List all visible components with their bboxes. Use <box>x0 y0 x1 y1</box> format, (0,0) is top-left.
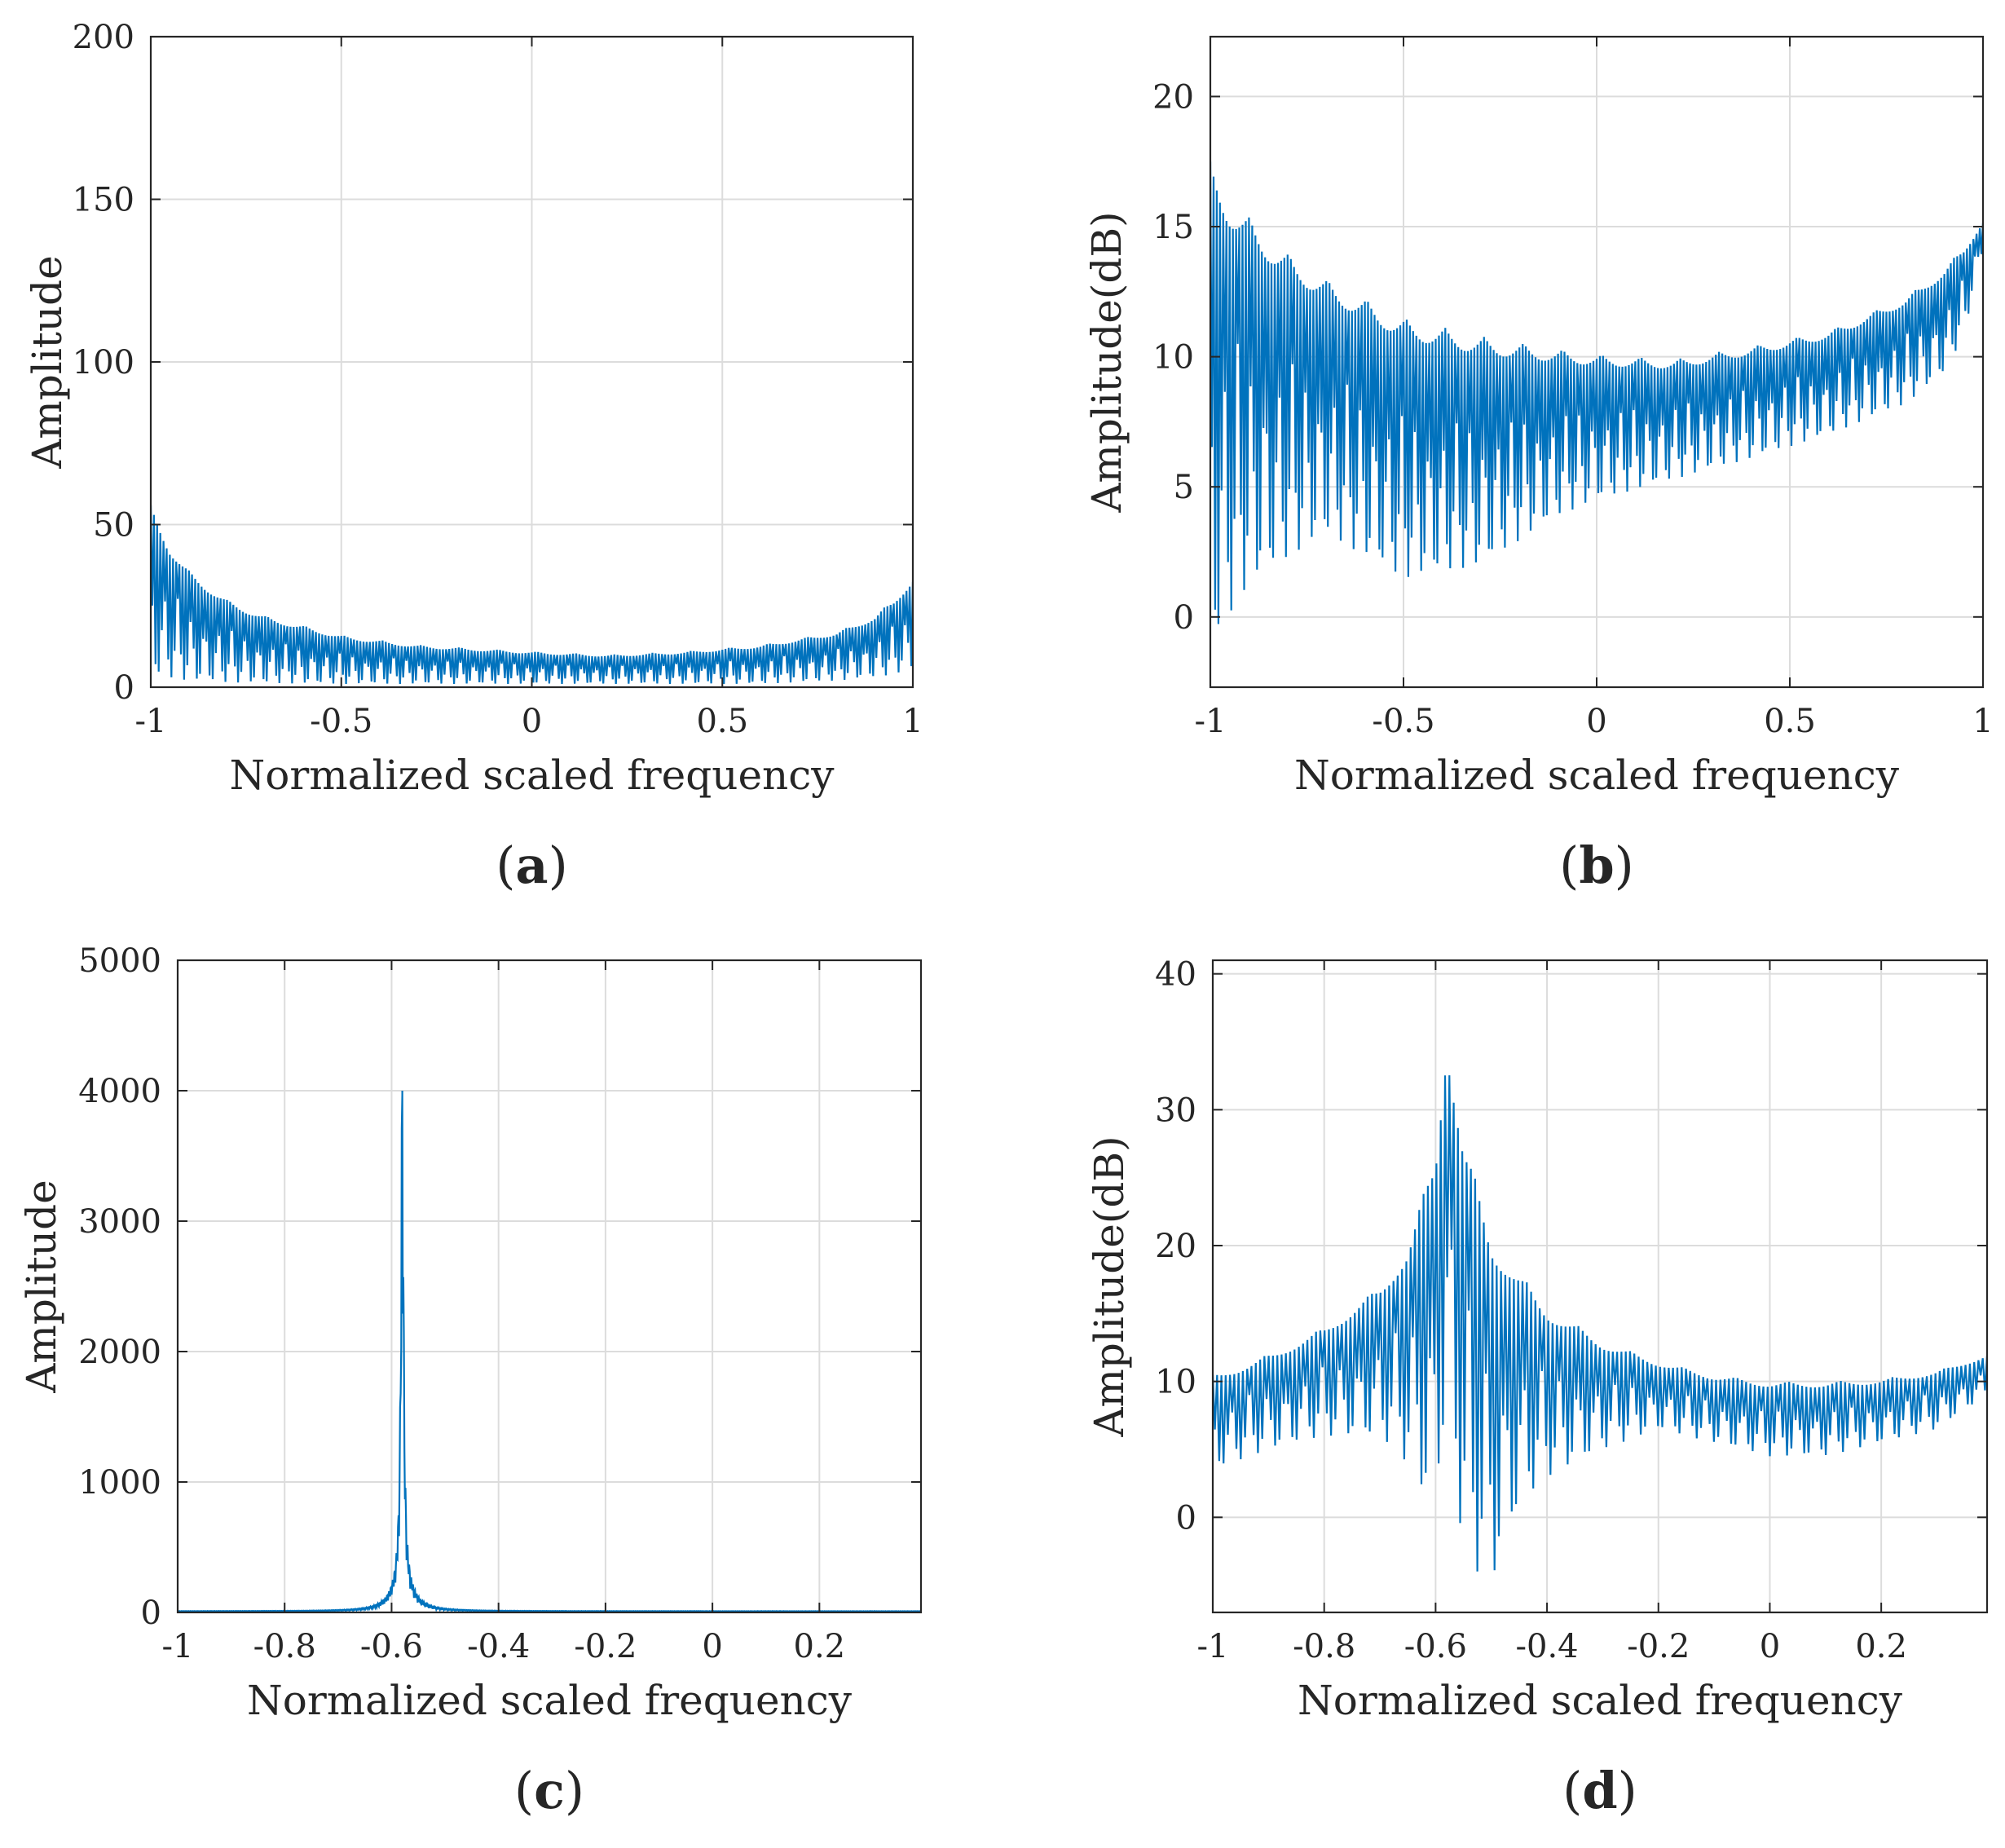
x-tick-label: -0.2 <box>574 1628 637 1665</box>
x-tick-label: -1 <box>135 703 167 740</box>
panel-label: (a) <box>496 836 568 895</box>
y-tick-label: 10 <box>1155 1364 1196 1401</box>
y-axis-label: Amplitude <box>24 255 71 469</box>
panel-label: (c) <box>514 1761 584 1820</box>
series-line-spectrum_db <box>1210 161 1983 624</box>
x-tick-label: 1 <box>1972 703 1993 740</box>
y-tick-label: 5000 <box>78 942 161 980</box>
y-tick-label: 40 <box>1155 956 1196 994</box>
panel-label: (b) <box>1559 836 1634 895</box>
y-tick-label: 2000 <box>78 1334 161 1371</box>
y-axis-label: Amplitude(dB) <box>1083 211 1130 513</box>
x-tick-label: -1 <box>162 1628 194 1665</box>
x-tick-label: -0.8 <box>253 1628 316 1665</box>
chart-panel-d: -1 -0.8 -0.6 -0.4 -0.2 0 0.2 0 10 20 30 40 Normalize… <box>1086 956 1989 1820</box>
x-tick-label: 1 <box>902 703 923 740</box>
y-tick-label: 20 <box>1155 1228 1196 1265</box>
series-line-spectrum_db <box>1213 1075 1987 1572</box>
x-tick-label: 0 <box>702 1628 722 1665</box>
x-tick-label: -0.5 <box>1372 703 1434 740</box>
x-axis-label: Normalized scaled frequency <box>247 1677 853 1724</box>
y-axis-label: Amplitude(dB) <box>1086 1136 1133 1437</box>
y-tick-label: 0 <box>141 1594 161 1632</box>
x-tick-label: 0 <box>1586 703 1606 740</box>
x-tick-label: 0.5 <box>1764 703 1816 740</box>
x-tick-label: -0.2 <box>1627 1628 1690 1665</box>
x-tick-label: -1 <box>1197 1628 1229 1665</box>
y-axis-label: Amplitude <box>18 1180 65 1393</box>
series-line-spectrum <box>178 1090 921 1612</box>
y-tick-label: 0 <box>1174 599 1194 637</box>
x-tick-label: 0 <box>1760 1628 1780 1665</box>
y-tick-label: 10 <box>1152 339 1194 377</box>
axes-frame <box>176 959 923 1614</box>
panel-label: (d) <box>1562 1761 1637 1820</box>
y-tick-label: 5 <box>1174 469 1194 506</box>
y-tick-label: 30 <box>1155 1092 1196 1129</box>
y-tick-label: 4000 <box>78 1073 161 1110</box>
y-tick-label: 100 <box>73 344 134 382</box>
y-tick-label: 15 <box>1152 209 1194 246</box>
y-tick-label: 20 <box>1152 78 1194 116</box>
x-tick-label: 0 <box>522 703 542 740</box>
series-line-spectrum <box>151 505 913 685</box>
y-tick-label: 200 <box>73 19 134 56</box>
x-tick-label: -0.5 <box>310 703 372 740</box>
x-tick-label: 0.2 <box>1855 1628 1907 1665</box>
y-tick-label: 0 <box>1176 1499 1196 1537</box>
y-tick-label: 50 <box>93 507 134 545</box>
y-tick-label: 150 <box>73 182 134 219</box>
x-axis-label: Normalized scaled frequency <box>1298 1677 1903 1724</box>
y-tick-label: 3000 <box>78 1203 161 1241</box>
x-tick-label: -0.8 <box>1293 1628 1355 1665</box>
chart-panel-a: -1 -0.5 0 0.5 1 0 50 100 150 200 Normalized scaled… <box>24 19 923 895</box>
x-tick-label: -1 <box>1195 703 1227 740</box>
x-axis-label: Normalized scaled frequency <box>230 752 835 799</box>
y-tick-label: 0 <box>114 669 134 707</box>
x-tick-label: -0.4 <box>467 1628 530 1665</box>
x-tick-label: 0.2 <box>794 1628 846 1665</box>
y-tick-label: 1000 <box>78 1464 161 1502</box>
x-tick-label: -0.4 <box>1516 1628 1579 1665</box>
chart-panel-c: -1 -0.8 -0.6 -0.4 -0.2 0 0.2 0 1000 2000 3000 4000 5… <box>18 942 923 1820</box>
axes-frame <box>1211 959 1989 1614</box>
x-tick-label: -0.6 <box>1404 1628 1467 1665</box>
x-tick-label: 0.5 <box>696 703 748 740</box>
x-tick-label: -0.6 <box>360 1628 423 1665</box>
x-axis-label: Normalized scaled frequency <box>1294 752 1900 799</box>
